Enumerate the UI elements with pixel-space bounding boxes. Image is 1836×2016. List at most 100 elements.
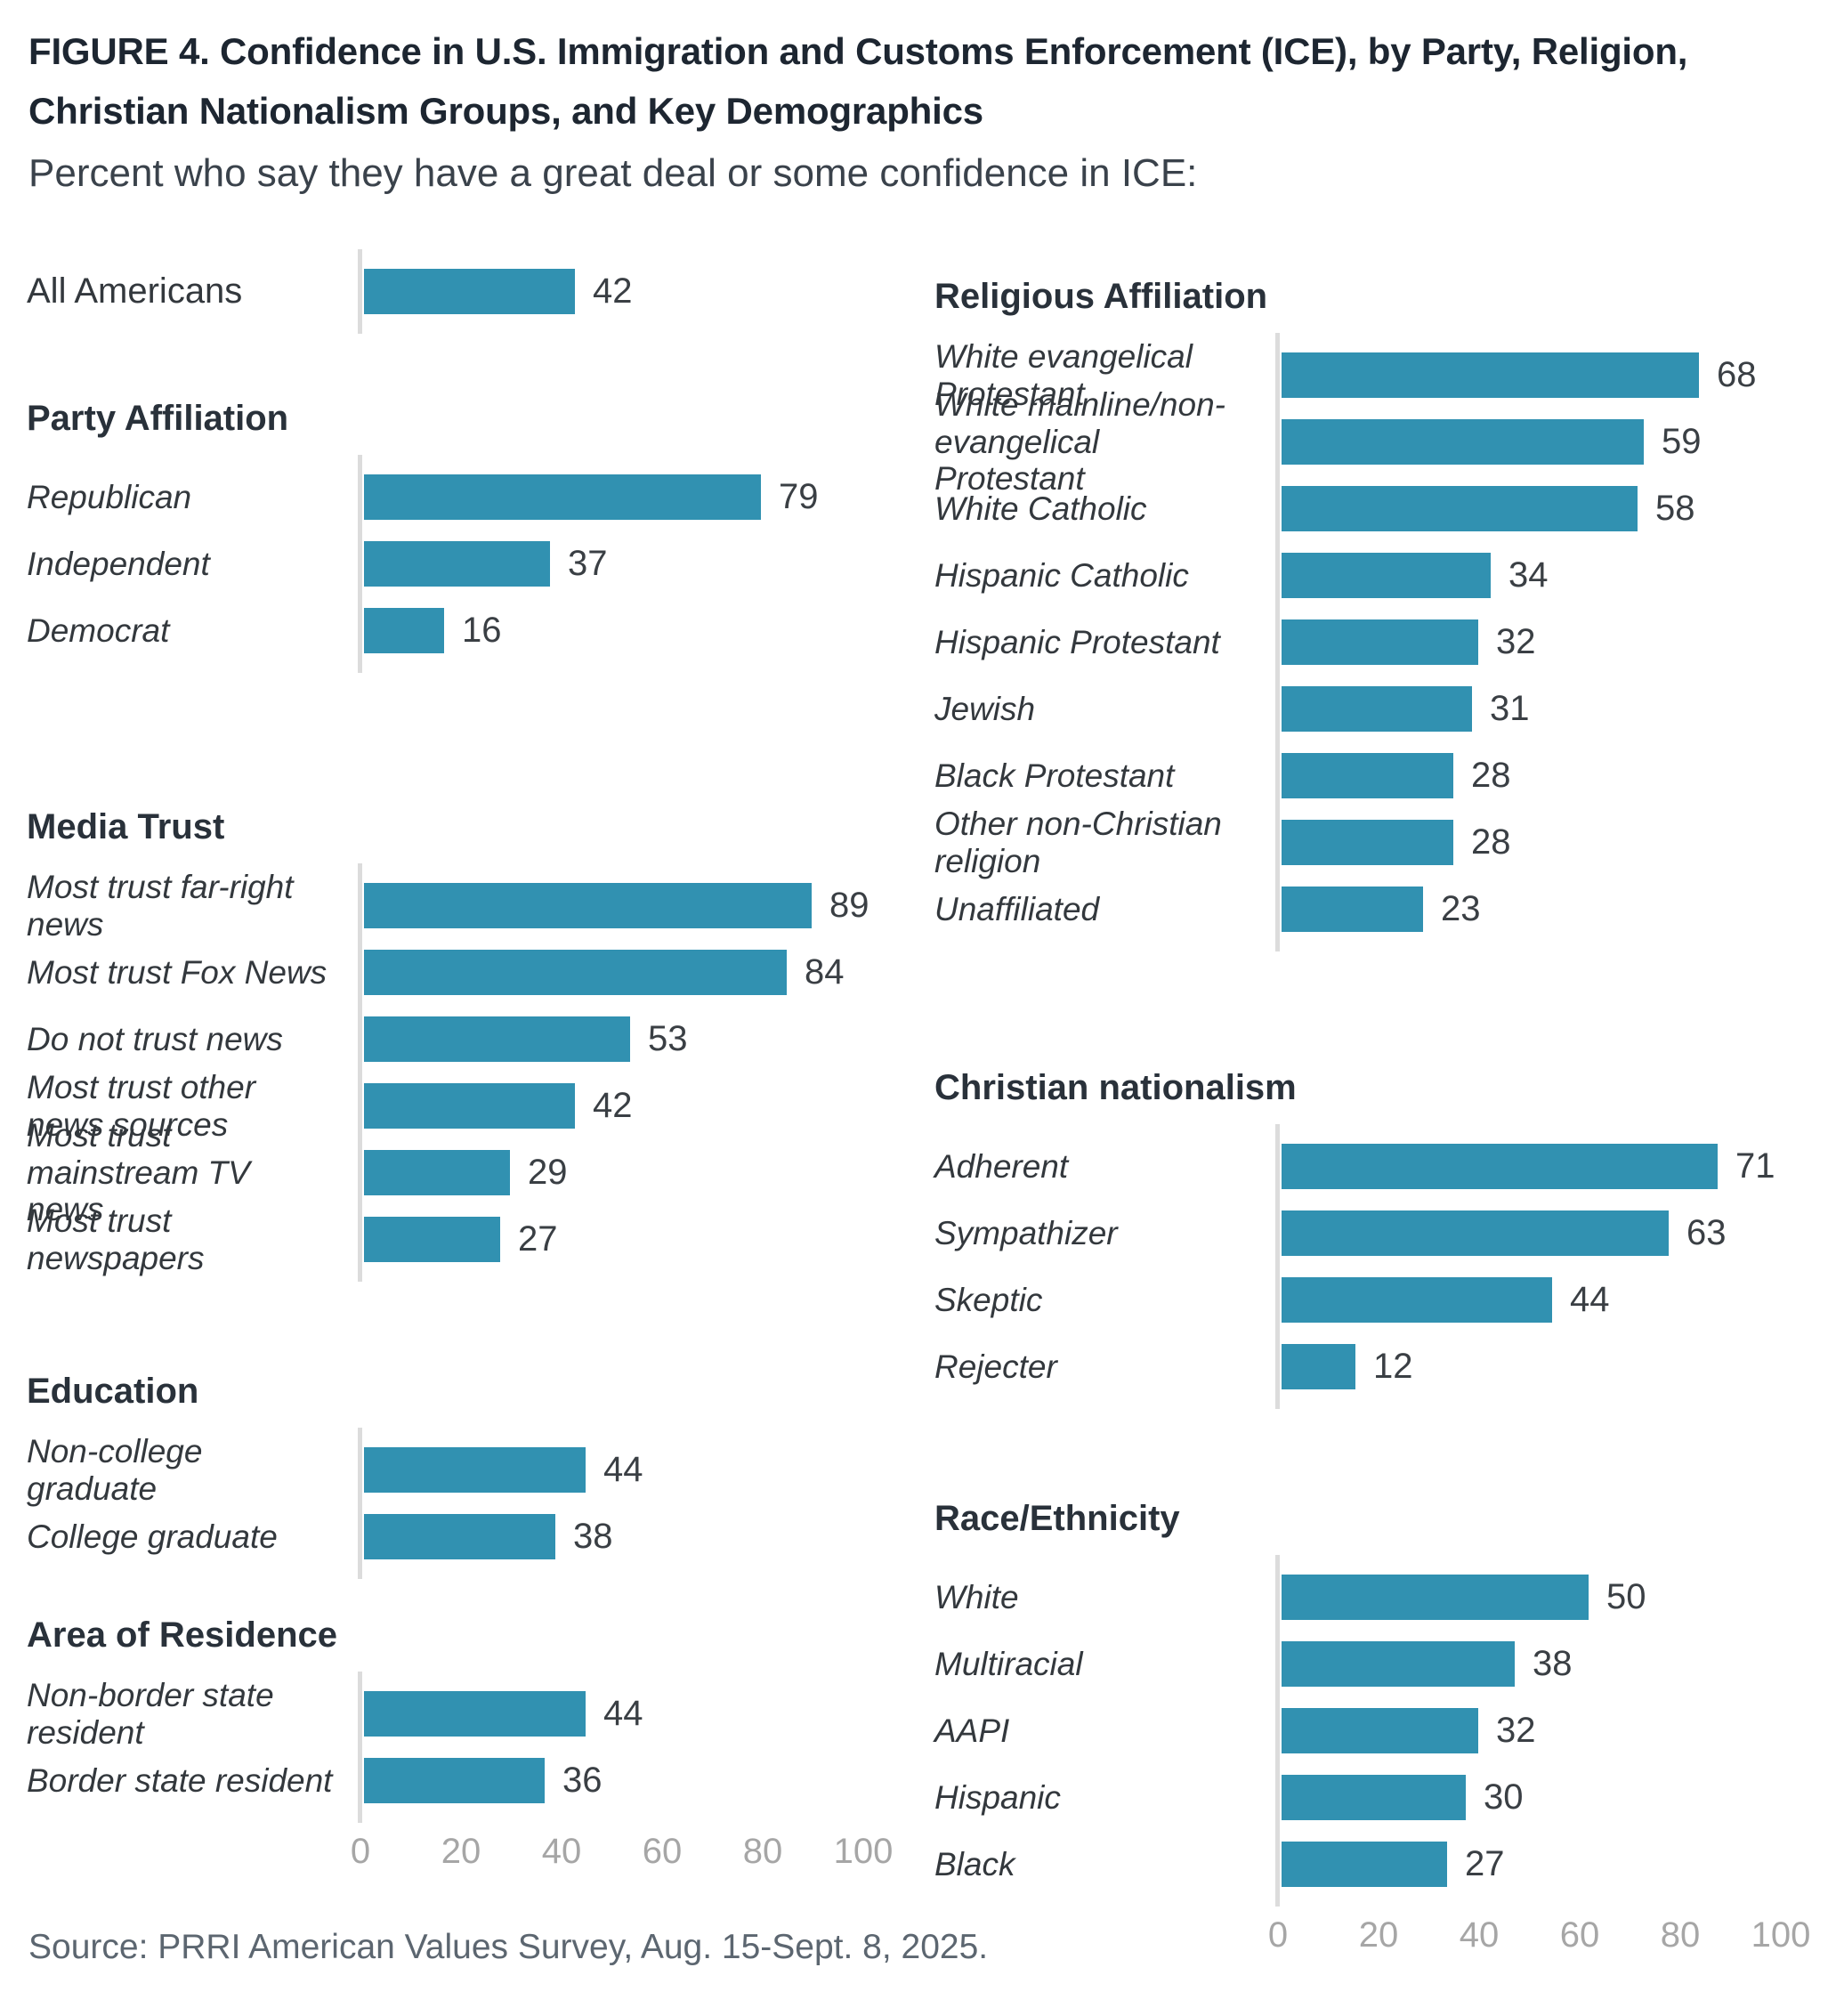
value-label: 27 [518,1219,558,1259]
bar-row: Border state resident 36 [27,1747,934,1814]
category-label: Border state resident [27,1761,333,1799]
bar-cell: 38 [1275,1641,1836,1687]
category-label: Sympathizer [934,1214,1118,1251]
category-label: Republican [27,478,192,515]
value-label: 58 [1655,489,1695,528]
bar-cell: 84 [358,950,934,995]
bar-cell: 28 [1275,820,1836,865]
bar-row: Republican 79 [27,464,934,530]
bar-row: Hispanic 30 [934,1764,1836,1831]
bar [1282,887,1423,932]
bar [364,883,812,928]
bar-cell: 71 [1275,1144,1836,1189]
bar-cell: 12 [1275,1344,1836,1389]
value-label: 59 [1662,422,1702,461]
bar [1282,1708,1478,1753]
bar-cell: 32 [1275,1708,1836,1753]
bar-cell: 68 [1275,352,1836,398]
category-label: Black [934,1845,1015,1882]
category-label: College graduate [27,1518,278,1555]
bar [364,950,787,995]
category-label: Jewish [934,690,1036,727]
bar [1282,1210,1669,1256]
value-label: 89 [829,886,869,925]
category-label: Most trust other news sources [27,1068,256,1143]
bar-cell: 27 [1275,1842,1836,1887]
category-label: All Americans [27,271,243,311]
bar-cell: 58 [1275,486,1836,531]
bar-cell: 42 [358,1083,934,1129]
section-party-affiliation: Party Affiliation Republican 79 Independ… [27,398,934,673]
x-tick: 80 [742,1832,783,1871]
section-race-ethnicity: Race/Ethnicity White 50 Multiracial 3 [934,1498,1836,1907]
category-label: Hispanic [934,1778,1061,1816]
value-label: 31 [1490,689,1530,728]
bar-row: Hispanic Protestant 32 [934,609,1836,676]
category-label: Adherent [934,1147,1069,1185]
bar-cell: 16 [358,608,934,653]
bar-row: Most trust other news sources 42 [27,1069,934,1143]
bar-row: Non-border state resident 44 [27,1677,934,1751]
value-label: 12 [1373,1347,1413,1386]
x-tick: 100 [833,1832,894,1871]
value-label: 38 [573,1517,613,1556]
value-label: 29 [528,1153,568,1192]
bar-cell: 36 [358,1758,934,1803]
bar [364,1217,500,1262]
x-tick: 60 [1559,1915,1600,1955]
bar-cell: 42 [358,269,934,314]
bar [1282,1344,1355,1389]
value-label: 38 [1533,1644,1573,1683]
bar-row: Adherent 71 [934,1133,1836,1200]
category-label: Most trust mainstream TV news [27,1116,250,1228]
bar-cell: 37 [358,541,934,587]
figure-title: FIGURE 4. Confidence in U.S. Immigration… [28,30,1688,133]
bar-row: White evangelical Protestant 68 [934,338,1836,412]
bar-cell: 27 [358,1217,934,1262]
bar-cell: 44 [1275,1277,1836,1323]
bar [1282,1277,1552,1323]
x-axis-left: 0 20 40 60 80 100 [351,1832,934,1878]
value-label: 84 [805,952,845,992]
chart-columns: All Americans 42 Party Affiliation Repub… [27,249,1836,1962]
bar-cell: 59 [1275,419,1836,465]
value-label: 50 [1606,1577,1646,1616]
value-label: 32 [1496,622,1536,661]
bar [1282,753,1453,798]
bar-row: Sympathizer 63 [934,1200,1836,1267]
bar-row: AAPI 32 [934,1697,1836,1764]
category-label: Black Protestant [934,757,1175,794]
value-label: 79 [779,477,819,516]
category-label: Rejecter [934,1348,1057,1385]
bar [1282,1144,1718,1189]
value-label: 44 [603,1694,643,1733]
section-religious-affiliation: Religious Affiliation White evangelical … [934,276,1836,951]
category-label: Most trust newspapers [27,1202,205,1276]
section-area-of-residence: Area of Residence Non-border state resid… [27,1615,934,1823]
category-label: Multiracial [934,1645,1083,1682]
category-label: Hispanic Protestant [934,623,1220,660]
category-label: Most trust far-right news [27,868,294,943]
category-label: Non-college graduate [27,1432,203,1507]
category-label: Hispanic Catholic [934,556,1189,594]
bar [364,608,444,653]
figure-header: FIGURE 4. Confidence in U.S. Immigration… [0,0,1836,196]
section-header: Media Trust [27,807,225,846]
category-label: Non-border state resident [27,1676,274,1751]
bar-row: Skeptic 44 [934,1267,1836,1333]
left-panel: All Americans 42 Party Affiliation Repub… [27,249,934,1962]
figure-subtitle: Percent who say they have a great deal o… [28,151,1198,196]
value-label: 63 [1686,1213,1727,1252]
value-label: 68 [1717,355,1757,394]
x-tick: 0 [1267,1915,1289,1955]
bar [364,474,761,520]
bar [1282,686,1472,732]
bar-row: White mainline/non-evangelical Protestan… [934,386,1836,498]
bar-row: College graduate 38 [27,1503,934,1570]
bar-cell: 79 [358,474,934,520]
category-label: White Catholic [934,490,1147,527]
bar [1282,820,1453,865]
x-tick: 100 [1751,1915,1811,1955]
category-label: White evangelical Protestant [934,337,1193,412]
section-header: Education [27,1372,199,1411]
